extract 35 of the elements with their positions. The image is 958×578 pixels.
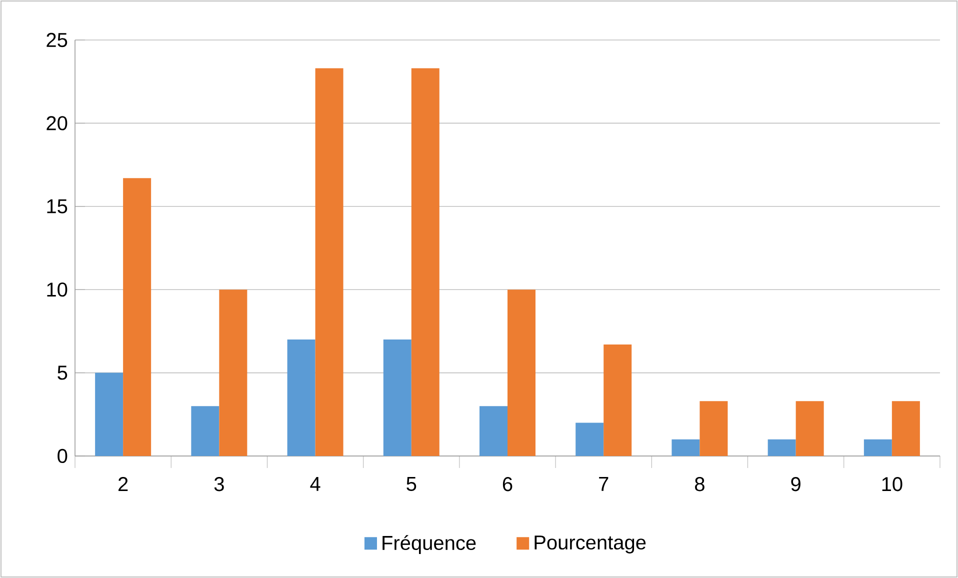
x-tick-label: 6 [502,477,512,492]
bar [315,68,344,456]
bar [219,290,248,456]
bar [700,401,728,456]
bar [123,178,152,456]
bar [796,401,824,456]
bar [604,344,632,456]
x-tick-label: 10 [882,477,902,492]
x-tick-label: 7 [599,477,608,491]
bar [864,439,892,456]
bar [383,340,412,456]
bar [411,68,440,456]
y-tick-label: 25 [46,32,68,48]
legend-label: Pourcentage [534,536,646,554]
y-tick-label: 10 [47,282,68,297]
x-tick-label: 2 [118,477,128,492]
bar [191,406,220,456]
bar [768,439,796,456]
bar [672,439,700,456]
bar [892,401,920,456]
x-tick-label: 8 [695,477,704,492]
bar [507,290,536,456]
bar [95,372,124,456]
legend-label: Fréquence [382,535,476,554]
x-tick-label: 4 [310,477,320,491]
x-tick-label: 9 [791,477,800,492]
y-tick-label: 20 [46,116,68,130]
bar [576,422,604,456]
y-tick-label: 0 [58,448,68,464]
y-tick-label: 15 [47,199,68,214]
x-tick-label: 3 [214,477,224,492]
bar [479,406,508,456]
x-tick-label: 5 [406,477,416,491]
bar [287,340,316,456]
y-tick-label: 5 [58,366,68,380]
